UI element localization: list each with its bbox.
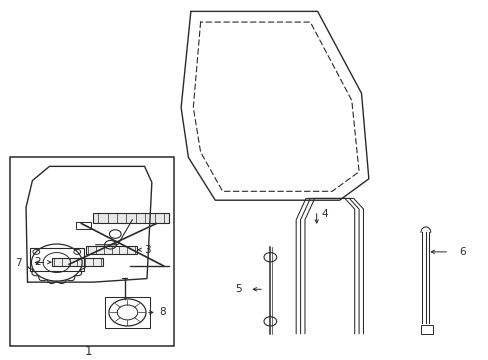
Text: 1: 1	[84, 345, 92, 358]
Text: 8: 8	[159, 307, 165, 318]
Text: 5: 5	[235, 284, 242, 294]
Bar	[105, 297, 150, 328]
Text: 3: 3	[144, 245, 151, 255]
Bar	[52, 258, 103, 266]
Text: 2: 2	[34, 257, 41, 267]
Text: 4: 4	[321, 210, 327, 220]
Bar	[10, 157, 173, 346]
Bar	[76, 222, 91, 229]
Text: 7: 7	[15, 257, 21, 267]
Bar	[420, 325, 432, 334]
Bar	[93, 213, 168, 223]
Text: 6: 6	[458, 247, 465, 257]
Bar	[86, 246, 137, 254]
